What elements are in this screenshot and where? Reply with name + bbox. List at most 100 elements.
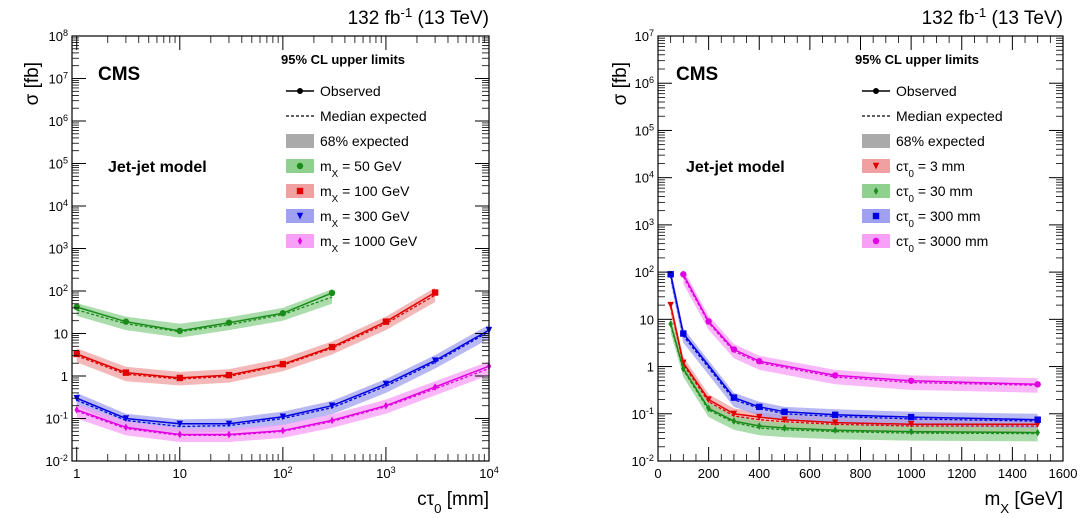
data-point: [279, 413, 287, 421]
band-series-1: [76, 289, 332, 338]
x-tick-label: 1000: [897, 466, 926, 481]
x-tick-label: 1200: [947, 466, 976, 481]
data-point: [831, 372, 839, 379]
x-tick-label: 0: [654, 466, 661, 481]
data-point: [382, 318, 390, 325]
y-tick-label-sup: 5: [649, 122, 654, 132]
legend-label-text: m: [320, 183, 332, 199]
legend-label-sub: 0: [909, 194, 915, 205]
series-4: [680, 271, 1041, 388]
data-point: [176, 420, 183, 428]
y-tick-label-sup: 8: [63, 28, 68, 38]
data-point: [122, 415, 130, 423]
y-tick-label: 107: [48, 71, 68, 87]
legend-band-swatch: [286, 134, 314, 148]
legend-label-sub: X: [332, 169, 339, 180]
y-tick-label-text: 10: [48, 114, 62, 129]
legend-label: mX = 1000 GeV: [320, 233, 418, 255]
series-1: [73, 289, 336, 335]
series-2: [73, 289, 439, 382]
legend-label-text: m: [320, 158, 332, 174]
x-tick-label-text: 10: [273, 466, 287, 481]
data-point: [730, 346, 738, 353]
data-point: [756, 413, 763, 421]
y-tick-label: 10-2: [631, 453, 654, 469]
data-point: [176, 374, 183, 382]
y-tick-label-text: 1: [647, 360, 654, 375]
series-1: [667, 301, 1041, 428]
data-point: [667, 271, 674, 278]
y-tick-label-text: 1: [61, 369, 68, 384]
y-tick-label-sup: 5: [63, 156, 68, 166]
data-point: [383, 401, 389, 410]
x-tick-label-text: 10: [173, 466, 187, 481]
data-point: [1034, 416, 1041, 423]
legend-series-marker: [296, 162, 304, 170]
observed-line: [76, 291, 436, 379]
y-tick-label: 102: [48, 283, 68, 299]
y-tick-label-sup: -2: [646, 453, 654, 463]
series-3: [667, 271, 1041, 423]
data-point: [908, 427, 914, 436]
data-point: [225, 420, 233, 428]
legend-series-marker: [873, 187, 879, 195]
band-series-4: [683, 269, 1038, 393]
legend-label-text: cτ: [896, 183, 909, 199]
legend-series-marker: [297, 237, 303, 245]
legend-label-text: cτ: [896, 208, 909, 224]
legend-label: 68% expected: [320, 133, 409, 149]
legend-label: cτ0 = 30 mm: [896, 183, 973, 205]
data-point: [74, 405, 79, 414]
y-tick-label-sup: -1: [646, 406, 654, 416]
y-tick-label-text: 10: [48, 72, 62, 87]
legend-label-text: = 300 mm: [914, 208, 981, 224]
y-axis-label: σ [fb]: [22, 62, 43, 105]
x-axis-label: cτ0 [mm]: [417, 489, 489, 516]
y-tick-label-sup: 6: [649, 75, 654, 85]
legend-title: 95% CL upper limits: [281, 52, 405, 67]
legend-label-text: = 100 GeV: [338, 183, 410, 199]
legend-label-sub: 0: [909, 169, 915, 180]
x-tick-label-sup: 3: [391, 465, 396, 475]
data-point: [280, 426, 286, 435]
legend-label-text: = 50 GeV: [338, 158, 402, 174]
expected-line: [76, 367, 490, 437]
expected-line: [670, 276, 1038, 422]
x-tick-label: 1600: [1049, 466, 1078, 481]
y-tick-label-text: 10: [634, 171, 648, 186]
data-point: [176, 327, 183, 335]
y-tick-label: 10-1: [631, 406, 654, 422]
y-tick-label: 102: [634, 264, 654, 280]
x-tick-label-text: 10: [479, 466, 493, 481]
axis-ticks: [657, 35, 1064, 462]
luminosity-label-text: 132 fb: [348, 8, 401, 29]
y-tick-label: 103: [48, 241, 68, 257]
data-point: [279, 360, 287, 368]
expected-line: [76, 294, 436, 380]
data-point: [705, 396, 712, 404]
data-point: [328, 402, 336, 410]
legend-label: cτ0 = 3000 mm: [896, 233, 988, 255]
legend-observed-marker: [873, 88, 879, 94]
x-tick-label: 1400: [998, 466, 1027, 481]
x-tick-label: 104: [479, 465, 499, 481]
x-tick-label-sup: 2: [288, 465, 293, 475]
model-label: Jet-jet model: [686, 159, 785, 176]
legend-observed-marker: [297, 88, 303, 94]
y-tick-label-sup: 7: [649, 28, 654, 38]
x-tick-label-text: 10: [376, 466, 390, 481]
data-point: [781, 408, 788, 416]
data-point: [1035, 428, 1040, 437]
legend-label-sub: X: [332, 244, 339, 255]
x-tick-label: 200: [698, 466, 720, 481]
band-series-2: [670, 317, 1038, 442]
legend-label-sub: 0: [909, 219, 915, 230]
y-tick-label-sup: -1: [60, 411, 68, 421]
data-point: [705, 318, 712, 325]
x-axis-label-sub: X: [1000, 501, 1009, 516]
cms-label: CMS: [98, 64, 140, 85]
data-point: [667, 301, 674, 309]
legend-label-text: cτ: [896, 158, 909, 174]
y-tick-label: 10-2: [45, 453, 68, 469]
